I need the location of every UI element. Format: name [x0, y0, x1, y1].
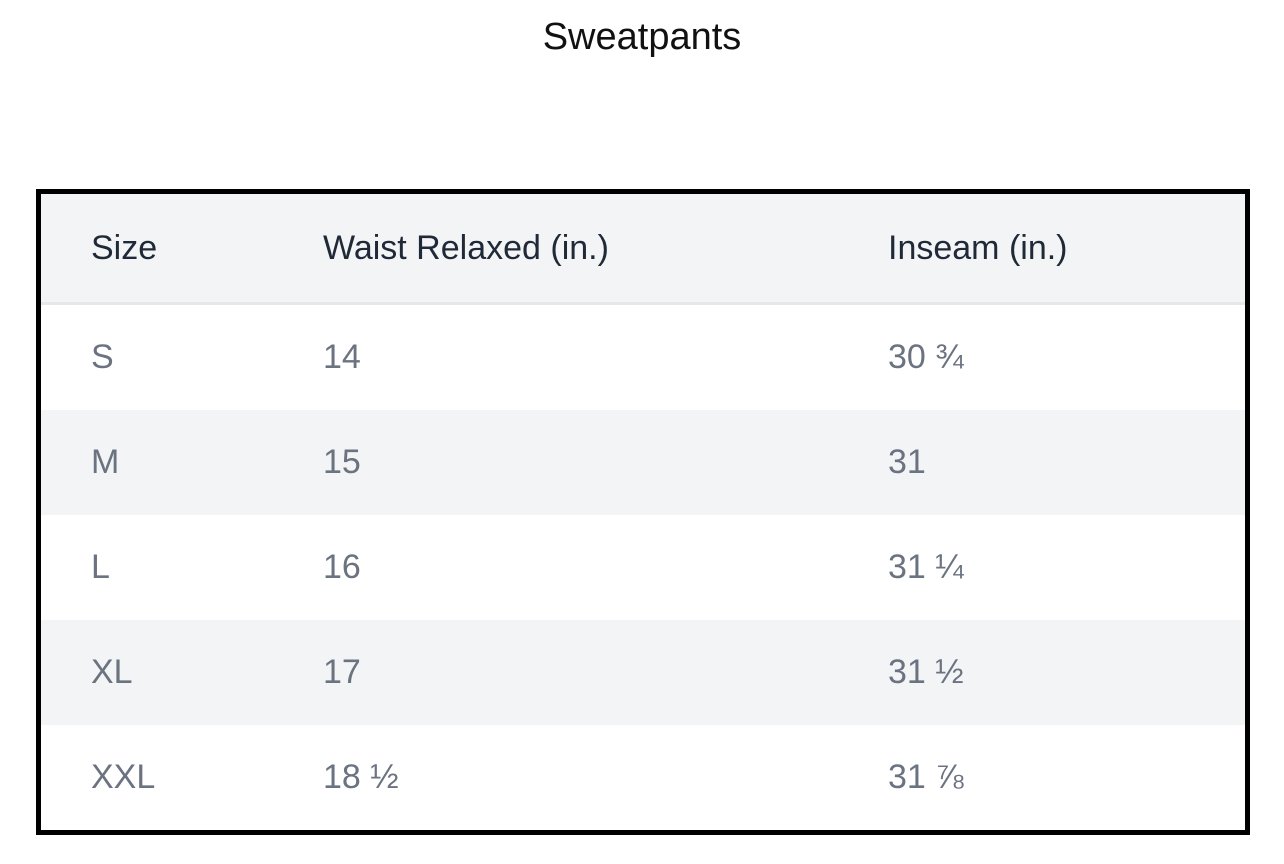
table-cell: M	[91, 443, 120, 481]
title: Sweatpants	[542, 16, 742, 58]
column-header: Size	[91, 229, 158, 267]
column-header: Inseam (in.)	[888, 229, 1068, 267]
table-cell: XXL	[91, 758, 156, 796]
table-cell: 14	[323, 338, 361, 376]
table-cell: 17	[323, 653, 361, 691]
table-cell: 15	[323, 443, 361, 481]
header-row: Size Waist Relaxed (in.) Inseam (in.)	[41, 194, 1245, 305]
table-cell: 31 ⅞	[888, 758, 964, 796]
table-cell: 31	[888, 443, 926, 481]
table-cell: 30 ¾	[888, 338, 964, 376]
column-header: Waist Relaxed (in.)	[323, 229, 609, 267]
table-cell: 18 ½	[323, 758, 399, 796]
size-table: Size Waist Relaxed (in.) Inseam (in.) S 14 30…	[36, 189, 1250, 835]
table-cell: 31 ¼	[888, 548, 964, 586]
table-cell: L	[91, 548, 110, 586]
table-row: S 14 30 ¾	[41, 305, 1245, 410]
table-row: L 16 31 ¼	[41, 515, 1245, 620]
table-cell: XL	[91, 653, 133, 691]
table-row: XL 17 31 ½	[41, 620, 1245, 725]
table-row: XXL 18 ½ 31 ⅞	[41, 725, 1245, 830]
table-cell: 16	[323, 548, 361, 586]
table-cell: S	[91, 338, 114, 376]
table-cell: 31 ½	[888, 653, 964, 691]
table-row: M 15 31	[41, 410, 1245, 515]
